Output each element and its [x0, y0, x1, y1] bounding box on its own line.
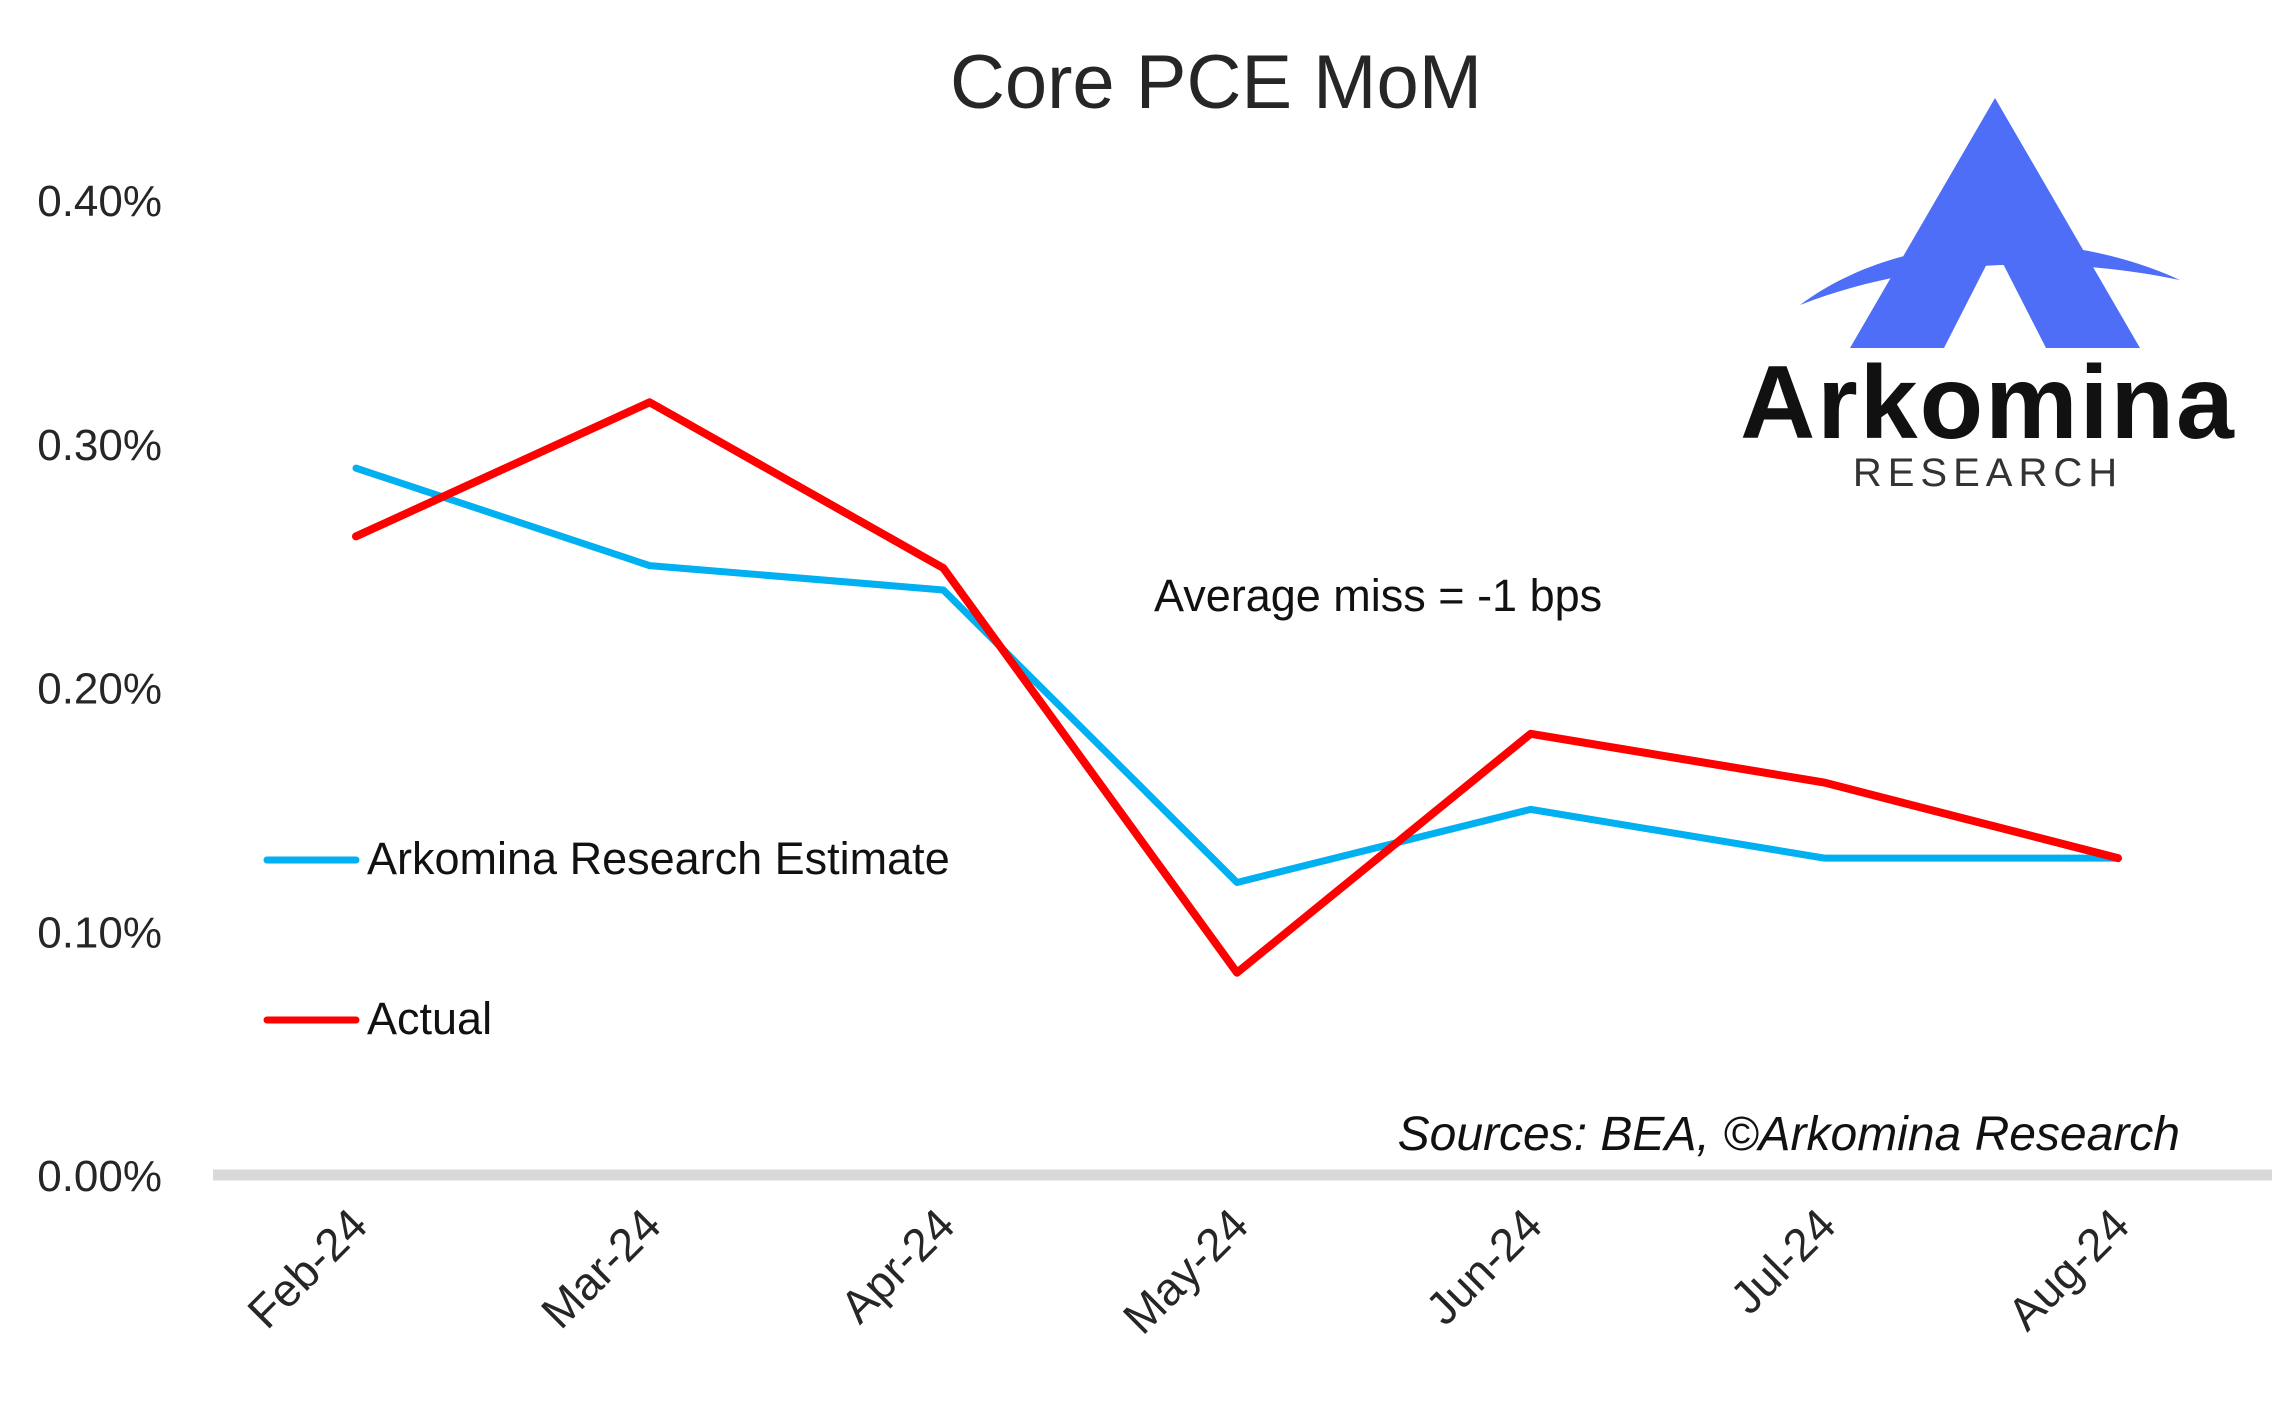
logo-subtitle: RESEARCH	[1853, 451, 2123, 495]
legend-label-estimate: Arkomina Research Estimate	[367, 833, 950, 884]
data-point	[1236, 881, 1238, 884]
chart-title: Core PCE MoM	[950, 40, 1482, 125]
source-note: Sources: BEA, ©Arkomina Research	[1398, 1108, 2180, 1161]
data-point	[1823, 857, 1826, 860]
data-point	[942, 589, 945, 591]
x-tick-label: Jul-24	[1720, 1198, 1845, 1323]
data-point	[648, 564, 651, 567]
data-point	[2117, 857, 2119, 860]
x-tick-label: Aug-24	[1997, 1198, 2139, 1340]
y-tick-label: 0.00%	[37, 1152, 162, 1201]
y-tick-label: 0.30%	[37, 421, 162, 470]
series-line-estimate	[352, 464, 2122, 886]
logo-wordmark: Arkomina	[1740, 345, 2236, 461]
y-tick-label: 0.10%	[37, 908, 162, 957]
x-axis-ticks: Feb-24 Mar-24 Apr-24 May-24 Jun-24 Jul-24 Aug-…	[237, 1198, 2139, 1343]
data-point	[648, 401, 651, 404]
x-tick-label: May-24	[1113, 1198, 1258, 1343]
series-layer	[352, 398, 2122, 977]
y-tick-label: 0.20%	[37, 665, 162, 714]
y-axis-ticks: 0.00% 0.10% 0.20% 0.30% 0.40%	[37, 177, 162, 1201]
x-tick-label: Apr-24	[830, 1198, 964, 1332]
y-tick-label: 0.40%	[37, 177, 162, 226]
data-point	[1823, 781, 1826, 784]
data-point	[942, 567, 945, 570]
arkomina-logo: Arkomina RESEARCH	[1740, 98, 2236, 495]
logo-mark-icon	[1800, 98, 2180, 348]
data-point	[1529, 808, 1532, 811]
data-point	[1236, 971, 1238, 974]
x-tick-label: Jun-24	[1416, 1198, 1552, 1334]
legend: Arkomina Research Estimate Actual	[263, 833, 950, 1044]
x-tick-label: Feb-24	[237, 1198, 377, 1338]
data-point	[355, 535, 357, 538]
data-point	[355, 467, 357, 470]
data-point	[1529, 732, 1532, 735]
x-tick-label: Mar-24	[531, 1198, 671, 1338]
average-miss-annotation: Average miss = -1 bps	[1154, 570, 1602, 621]
legend-label-actual: Actual	[367, 993, 492, 1044]
